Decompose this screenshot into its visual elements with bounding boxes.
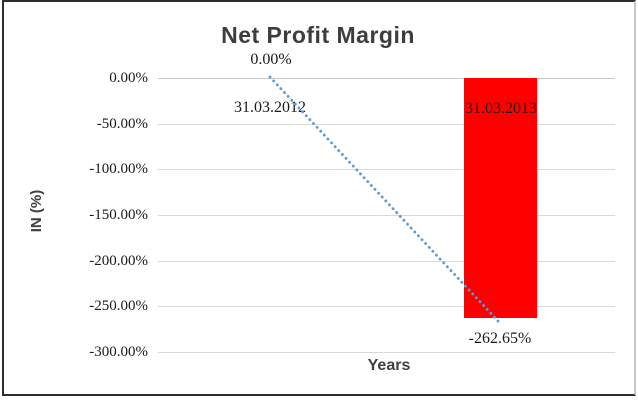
category-label-2012: 31.03.2012 (234, 99, 306, 116)
gridline-250 (158, 306, 615, 307)
y-axis-title: IN (%) (28, 189, 45, 233)
y-tick-label: -200.00% (89, 253, 148, 269)
data-label-2013: -262.65% (468, 330, 532, 347)
y-tick-label: -100.00% (89, 161, 148, 177)
x-axis-title: Years (367, 357, 411, 374)
gridline-100 (158, 169, 615, 170)
gridline-150 (158, 215, 615, 216)
y-tick-label: 0.00% (109, 70, 148, 86)
gridline-200 (158, 261, 615, 262)
y-tick-label: -50.00% (96, 116, 148, 132)
chart-title: Net Profit Margin (221, 22, 415, 48)
y-tick-label: -250.00% (89, 298, 148, 314)
category-label-2013: 31.03.2013 (465, 100, 537, 117)
data-label-2012: 0.00% (250, 51, 292, 68)
gridline-0 (158, 78, 615, 79)
y-tick-label: -300.00% (89, 344, 148, 360)
y-tick-label: -150.00% (89, 207, 148, 223)
gridline-300 (158, 352, 615, 353)
gridline-50 (158, 124, 615, 125)
